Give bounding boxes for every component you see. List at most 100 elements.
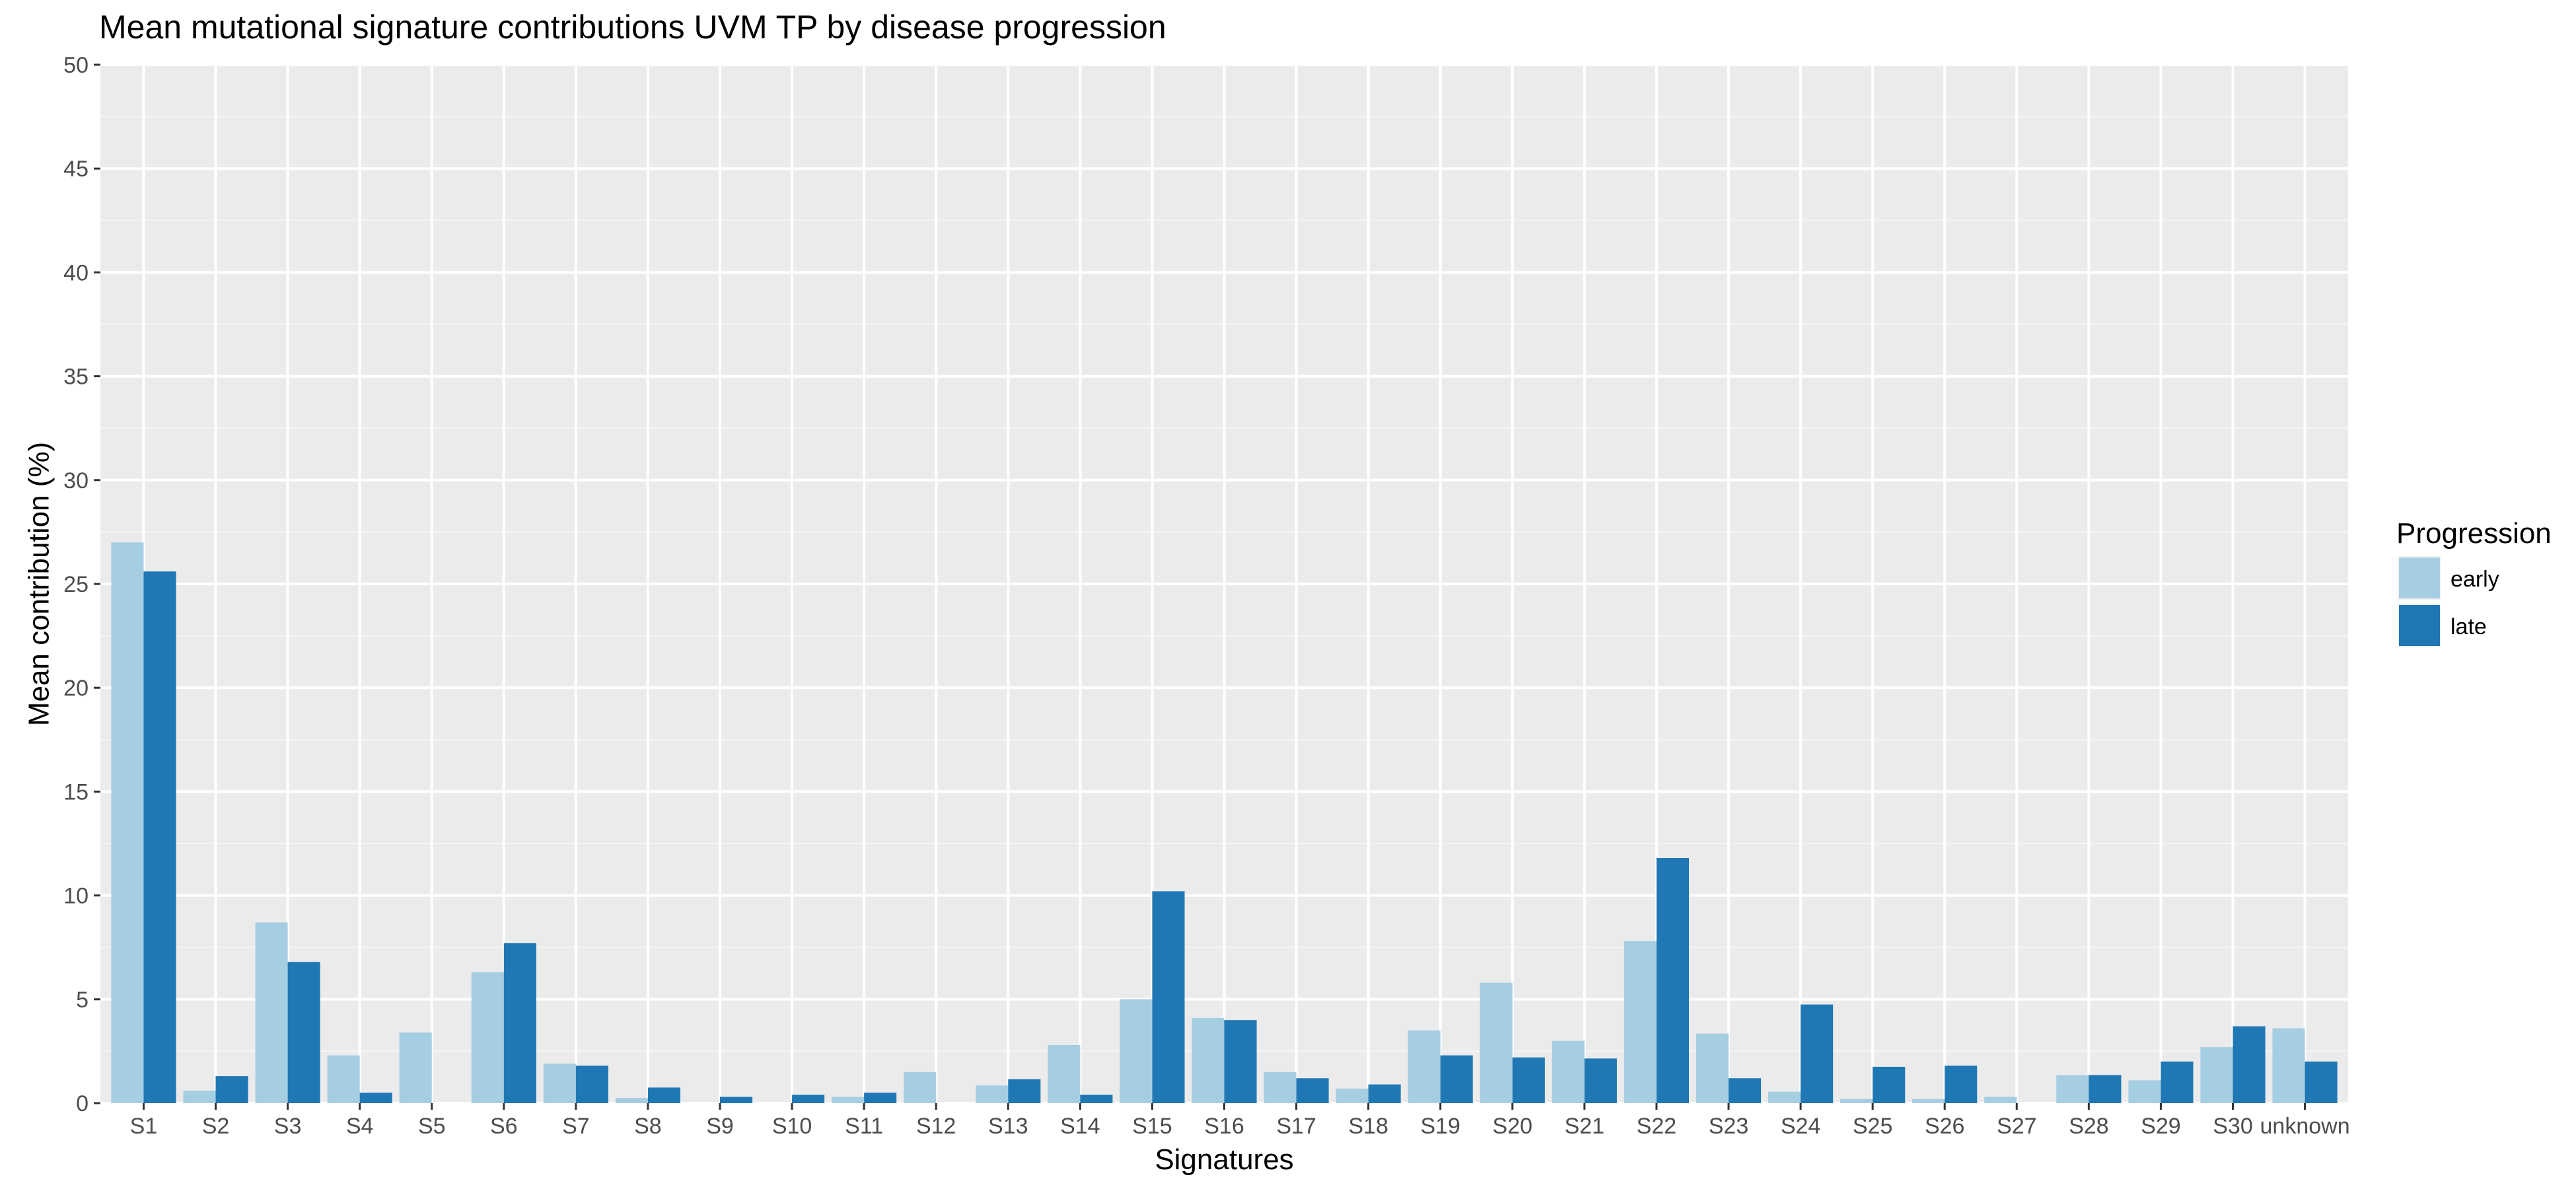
bar-late-S3: [287, 962, 320, 1103]
x-tick-label: S29: [2141, 1114, 2181, 1139]
bar-early-S19: [1408, 1030, 1441, 1103]
bar-late-S19: [1440, 1055, 1473, 1103]
bar-early-S18: [1336, 1088, 1369, 1103]
bar-late-S4: [359, 1093, 392, 1103]
x-tick-label: S10: [772, 1114, 812, 1139]
x-tick-label: S23: [1709, 1114, 1749, 1139]
bar-early-S23: [1696, 1033, 1729, 1103]
bar-late-unknown: [2305, 1062, 2338, 1103]
y-tick-label: 10: [63, 884, 89, 909]
x-tick-label: S4: [346, 1114, 374, 1139]
y-axis: 0 5 10 15 20 25 30 35 40 45 50: [63, 53, 100, 1116]
x-tick-label: S27: [1997, 1114, 2037, 1139]
bar-late-S13: [1008, 1079, 1041, 1103]
bar-early-S21: [1552, 1040, 1585, 1103]
y-tick-label: 5: [76, 988, 89, 1013]
bar-late-S9: [720, 1097, 753, 1103]
x-tick-label: S5: [418, 1114, 446, 1139]
bar-late-S15: [1152, 891, 1185, 1103]
legend-label-late: late: [2451, 614, 2487, 639]
x-tick-label: S2: [202, 1114, 230, 1139]
y-tick-label: 20: [63, 676, 89, 701]
x-tick-label: S28: [2069, 1114, 2109, 1139]
y-tick-label: 30: [63, 468, 89, 493]
x-tick-label: S1: [130, 1114, 158, 1139]
bar-early-S28: [2056, 1075, 2089, 1103]
bar-late-S2: [215, 1076, 248, 1103]
bar-late-S30: [2233, 1026, 2266, 1103]
x-tick-label: S22: [1637, 1114, 1677, 1139]
bar-early-S26: [1912, 1099, 1945, 1103]
x-tick-label: S11: [845, 1114, 883, 1139]
legend: Progression early late: [2396, 517, 2552, 647]
bar-late-S29: [2161, 1062, 2194, 1103]
bar-late-S18: [1368, 1084, 1401, 1103]
bar-early-S14: [1048, 1044, 1081, 1103]
x-tick-label: S24: [1781, 1114, 1821, 1139]
bar-late-S26: [1945, 1065, 1978, 1103]
bar-late-S14: [1080, 1095, 1113, 1103]
x-tick-label: S21: [1565, 1114, 1605, 1139]
x-axis: S1 S2 S3 S4 S5 S6 S7 S8 S9 S10 S11 S12 S13 S14 S15 S16 S…: [130, 1103, 2350, 1139]
x-tick-label: S14: [1060, 1114, 1100, 1139]
bar-early-S11: [832, 1097, 865, 1103]
bar-early-S25: [1840, 1099, 1873, 1103]
x-tick-label: S16: [1204, 1114, 1244, 1139]
bar-late-S23: [1728, 1078, 1762, 1103]
x-tick-label: S30: [2213, 1114, 2253, 1139]
bar-early-S30: [2200, 1047, 2233, 1103]
bar-late-S16: [1224, 1020, 1257, 1103]
y-tick-label: 50: [63, 53, 89, 78]
bar-early-S4: [327, 1055, 360, 1103]
bar-early-S2: [183, 1091, 216, 1103]
x-tick-label: S20: [1493, 1114, 1533, 1139]
bar-late-S6: [503, 943, 536, 1103]
bar-early-S22: [1624, 941, 1657, 1103]
bar-early-S27: [1984, 1097, 2017, 1103]
x-tick-label: S9: [706, 1114, 734, 1139]
bar-late-S21: [1584, 1058, 1617, 1103]
x-axis-title: Signatures: [1155, 1143, 1293, 1176]
x-tick-label: unknown: [2260, 1114, 2350, 1139]
bar-late-S24: [1801, 1004, 1834, 1103]
x-tick-label: S3: [274, 1114, 302, 1139]
legend-title: Progression: [2396, 517, 2552, 550]
legend-swatch-late: [2399, 605, 2440, 646]
bar-early-S13: [976, 1085, 1009, 1103]
x-tick-label: S19: [1420, 1114, 1460, 1139]
x-tick-label: S8: [634, 1114, 662, 1139]
bar-late-S8: [647, 1087, 681, 1103]
x-tick-label: S17: [1276, 1114, 1316, 1139]
bar-early-S29: [2128, 1080, 2161, 1103]
bar-early-S6: [471, 972, 504, 1103]
bar-late-S28: [2089, 1075, 2122, 1103]
legend-label-early: early: [2451, 567, 2499, 592]
legend-swatch-early: [2399, 558, 2440, 598]
bar-late-S11: [864, 1093, 897, 1103]
y-tick-label: 0: [76, 1091, 89, 1116]
y-tick-label: 15: [63, 779, 89, 805]
y-axis-title: Mean contribution (%): [22, 442, 55, 726]
x-tick-label: S7: [562, 1114, 590, 1139]
y-tick-label: 35: [63, 365, 89, 390]
bar-early-unknown: [2272, 1028, 2305, 1103]
x-tick-label: S15: [1132, 1114, 1172, 1139]
bar-late-S7: [575, 1065, 608, 1103]
bar-late-S20: [1512, 1057, 1545, 1103]
bar-late-S17: [1296, 1078, 1329, 1103]
x-tick-label: S12: [916, 1114, 956, 1139]
y-tick-label: 45: [63, 157, 89, 182]
bar-late-S25: [1873, 1066, 1906, 1103]
bar-early-S24: [1768, 1091, 1801, 1103]
x-tick-label: S25: [1853, 1114, 1893, 1139]
x-tick-label: S6: [490, 1114, 518, 1139]
bar-late-S10: [792, 1095, 825, 1103]
bar-early-S3: [255, 922, 288, 1103]
bar-early-S17: [1264, 1071, 1297, 1103]
bar-early-S8: [615, 1098, 648, 1103]
bar-early-S12: [904, 1071, 937, 1103]
x-tick-label: S18: [1348, 1114, 1388, 1139]
bar-early-S16: [1192, 1018, 1225, 1103]
bar-early-S7: [543, 1063, 576, 1103]
